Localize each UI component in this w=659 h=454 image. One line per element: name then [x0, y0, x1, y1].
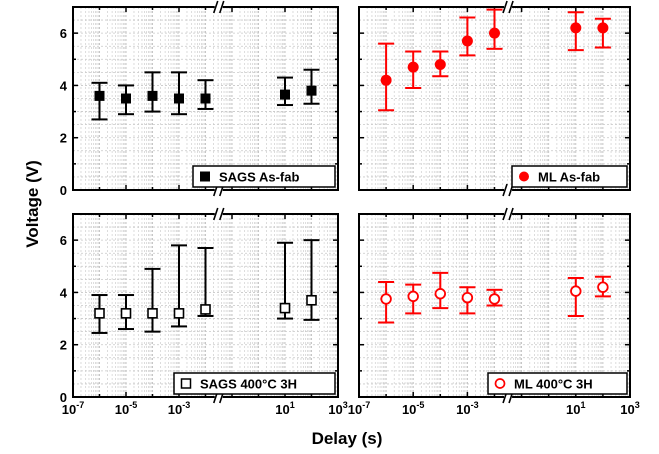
y-tick-label: 0: [60, 390, 67, 405]
legend-label: SAGS 400°C 3H: [200, 377, 297, 392]
y-tick-label: 6: [60, 26, 67, 41]
x-tick-label: 103: [620, 400, 639, 417]
data-point: [306, 85, 317, 96]
legend-label: ML As-fab: [538, 170, 600, 185]
y-tick-label: 2: [60, 338, 67, 353]
legend-box: [192, 165, 336, 188]
y-tick-label: 6: [60, 233, 67, 248]
axis-break-slash: [212, 0, 219, 14]
axis-break-gap: [504, 185, 513, 195]
grid: [73, 7, 338, 190]
x-tick-label: 103: [328, 400, 347, 417]
axis-break-slash: [212, 207, 219, 221]
legend-label: ML 400°C 3H: [514, 377, 593, 392]
panel-top-right: ML As-fab: [358, 0, 631, 197]
axis-break-gap: [504, 209, 513, 219]
x-tick-label: 101: [275, 400, 294, 417]
data-point: [570, 22, 582, 34]
x-axis-title: Delay (s): [312, 429, 383, 448]
axis-break-gap: [504, 392, 513, 402]
panel-bottom-right: 10-7 10-5 10-3 101 103 ML 400°C 3H: [348, 207, 640, 417]
axis-break-slash: [508, 207, 514, 221]
axis-break-slash: [502, 0, 508, 14]
y-axis-title: Voltage (V): [23, 160, 42, 248]
data-point: [306, 294, 317, 306]
data-point: [380, 74, 392, 86]
y-tick-label: 4: [60, 78, 68, 93]
axis-break-gap: [214, 209, 223, 219]
data-point: [174, 93, 184, 104]
panels-group: 0 2 4 6 SAGS As-fab ML As-fab 0 2 4 6 10-7 10-5 10-3…: [60, 0, 640, 417]
y-tick-label: 0: [60, 183, 67, 198]
data-point: [147, 308, 158, 319]
x-tick-label: 10-7: [348, 400, 370, 417]
x-tick-label: 10-3: [456, 400, 478, 417]
x-tick-label: 10-5: [402, 400, 424, 417]
data-point: [94, 90, 105, 101]
axis-break-slash: [218, 0, 225, 14]
panel-bottom-left: 0 2 4 6 10-7 10-5 10-3 101 103 SAGS 400°C 3H: [60, 207, 348, 417]
x-tick-label: 101: [566, 400, 585, 417]
data-point: [121, 93, 131, 104]
data-point: [380, 293, 392, 305]
legend-box: [511, 165, 628, 188]
grid: [359, 214, 630, 397]
axis-break-gap: [214, 2, 223, 12]
data-point: [120, 308, 132, 319]
axis-break-gap: [214, 392, 223, 402]
legend-label: SAGS As-fab: [219, 170, 299, 185]
data-point: [200, 304, 211, 315]
data-point: [407, 61, 419, 73]
axis-break-slash: [508, 0, 514, 14]
legend-marker: [494, 378, 506, 389]
data-point: [200, 93, 211, 104]
legend-marker: [200, 171, 210, 182]
axis-break-gap: [214, 185, 223, 195]
data-point: [173, 308, 185, 319]
data-point: [461, 35, 473, 47]
data-point: [434, 59, 446, 71]
x-tick-label: 10-7: [62, 400, 84, 417]
y-tick-label: 2: [60, 131, 67, 146]
data-point: [94, 308, 105, 319]
data-point: [570, 285, 582, 297]
legend-marker: [180, 378, 192, 389]
data-point: [597, 22, 609, 34]
legend-marker: [519, 171, 529, 182]
y-tick-label: 4: [60, 285, 68, 300]
legend-box: [487, 372, 628, 395]
data-point: [488, 293, 501, 305]
axis-break-gap: [504, 2, 513, 12]
legend-box: [173, 372, 336, 395]
panel-top-left: 0 2 4 6 SAGS As-fab: [60, 0, 339, 198]
data-point: [489, 27, 500, 39]
data-point: [147, 90, 158, 101]
data-point: [280, 89, 290, 100]
axis-break-slash: [502, 183, 508, 197]
axis-break-slash: [218, 207, 225, 221]
data-point: [597, 281, 609, 293]
data-point: [407, 290, 419, 303]
data-point: [434, 288, 447, 300]
data-point: [461, 291, 474, 304]
axis-break-slash: [502, 207, 508, 221]
x-tick-label: 10-5: [115, 400, 137, 417]
data-point: [279, 302, 291, 314]
x-tick-label: 10-3: [168, 400, 190, 417]
